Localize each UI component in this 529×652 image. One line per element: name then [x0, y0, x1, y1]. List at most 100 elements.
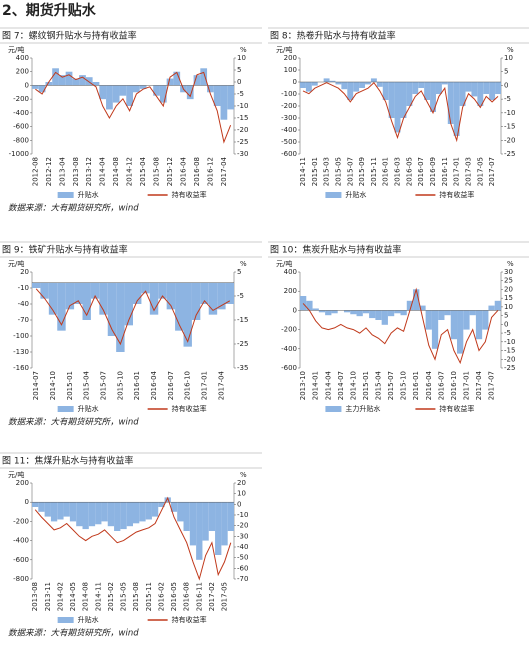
bar	[221, 502, 228, 546]
y2-tick-label: -15	[237, 316, 248, 324]
bar	[133, 502, 140, 524]
bar	[469, 310, 476, 316]
bar	[430, 82, 436, 112]
x-tick-label: 2016-01	[412, 371, 420, 400]
y2-tick-label: 0	[504, 81, 508, 89]
x-tick-label: 2017-04	[475, 370, 483, 400]
x-tick-label: 2016-02	[157, 582, 165, 611]
bar	[95, 502, 102, 525]
y2-tick-label: -60	[237, 564, 248, 572]
y2-tick-label: -30	[237, 532, 248, 540]
legend-label: 升贴水	[78, 404, 99, 413]
y-tick-label: 200	[16, 479, 29, 487]
bar	[477, 82, 484, 106]
bar	[79, 75, 86, 86]
x-tick-label: 2017-04	[220, 156, 228, 186]
bar	[475, 310, 483, 340]
bar	[447, 82, 454, 124]
bar	[215, 502, 222, 555]
y2-tick-label: -10	[504, 338, 515, 346]
y-tick-label: 0	[293, 78, 297, 86]
x-tick-label: 2016-11	[441, 157, 449, 186]
x-tick-label: 2016-01	[382, 157, 390, 186]
y2-axis-unit: %	[240, 260, 247, 268]
bar	[88, 502, 96, 527]
line	[302, 81, 499, 143]
bar	[106, 85, 113, 110]
bar	[40, 282, 49, 299]
legend-label: 持有收益率	[172, 404, 207, 413]
y-tick-label: -800	[13, 136, 29, 144]
bar	[120, 502, 127, 530]
bar	[153, 85, 160, 96]
bar	[305, 82, 312, 92]
bar	[76, 502, 83, 527]
bar	[50, 502, 58, 522]
bar	[166, 282, 176, 310]
x-tick-label: 2016-05	[170, 582, 178, 611]
legend-swatch	[57, 617, 74, 623]
bar	[495, 82, 501, 94]
bar	[489, 82, 496, 100]
bar	[107, 282, 117, 336]
bar	[350, 310, 357, 315]
y-tick-label: 0	[25, 81, 29, 89]
x-tick-label: 2014-08	[82, 582, 90, 611]
bar	[38, 85, 46, 93]
bar	[69, 502, 77, 522]
line	[302, 287, 499, 365]
x-tick-label: 2017-07	[488, 371, 496, 400]
bar	[424, 82, 431, 100]
y2-tick-label: 10	[237, 54, 246, 62]
source-note: 数据来源：大有期货研究所，wind	[8, 203, 139, 214]
x-tick-label: 2015-01	[362, 371, 370, 400]
y2-tick-label: 20	[237, 479, 246, 487]
bar	[300, 82, 306, 88]
bar	[400, 82, 407, 118]
x-tick-label: 2017-05	[221, 582, 229, 611]
y-tick-label: -400	[281, 126, 297, 134]
bar	[435, 82, 442, 94]
x-tick-label: 2016-08	[193, 157, 201, 186]
y2-tick-label: -15	[504, 123, 515, 131]
x-tick-label: 2016-04	[150, 370, 158, 400]
y-tick-label: -130	[13, 348, 29, 356]
bar	[124, 282, 133, 326]
line	[34, 496, 232, 581]
y2-tick-label: 10	[504, 303, 513, 311]
x-tick-label: 2014-01	[312, 371, 320, 400]
bar	[483, 82, 490, 94]
x-tick-label: 2013-10	[299, 371, 307, 400]
bar	[329, 80, 336, 82]
y2-tick-label: -5	[504, 95, 511, 103]
bar	[387, 310, 395, 317]
y-tick-label: -600	[281, 364, 297, 372]
x-tick-label: 2015-05	[120, 582, 128, 611]
y-tick-label: -300	[281, 114, 297, 122]
bar	[32, 282, 41, 288]
y2-tick-label: -25	[504, 364, 515, 372]
x-tick-label: 2015-07	[100, 371, 108, 400]
x-tick-label: 2015-11	[145, 582, 153, 611]
bar	[331, 310, 338, 314]
bar	[213, 85, 221, 106]
y2-tick-label: -25	[237, 138, 248, 146]
x-tick-label: 2016-07	[167, 371, 175, 400]
x-tick-label: 2015-04	[83, 370, 91, 400]
y-tick-label: 200	[284, 54, 297, 62]
x-tick-label: 2015-04	[375, 370, 383, 400]
y2-tick-label: 10	[237, 490, 246, 498]
bar	[52, 68, 59, 86]
x-tick-label: 2014-08	[112, 157, 120, 186]
bar	[353, 82, 360, 92]
bar	[65, 282, 75, 310]
bar	[362, 310, 370, 314]
bar	[173, 71, 181, 86]
y2-tick-label: 0	[237, 500, 241, 508]
x-tick-label: 2016-08	[183, 582, 191, 611]
bar	[48, 282, 58, 315]
bar	[300, 296, 307, 311]
y2-tick-label: -25	[237, 340, 248, 348]
y-tick-label: -400	[13, 109, 29, 117]
